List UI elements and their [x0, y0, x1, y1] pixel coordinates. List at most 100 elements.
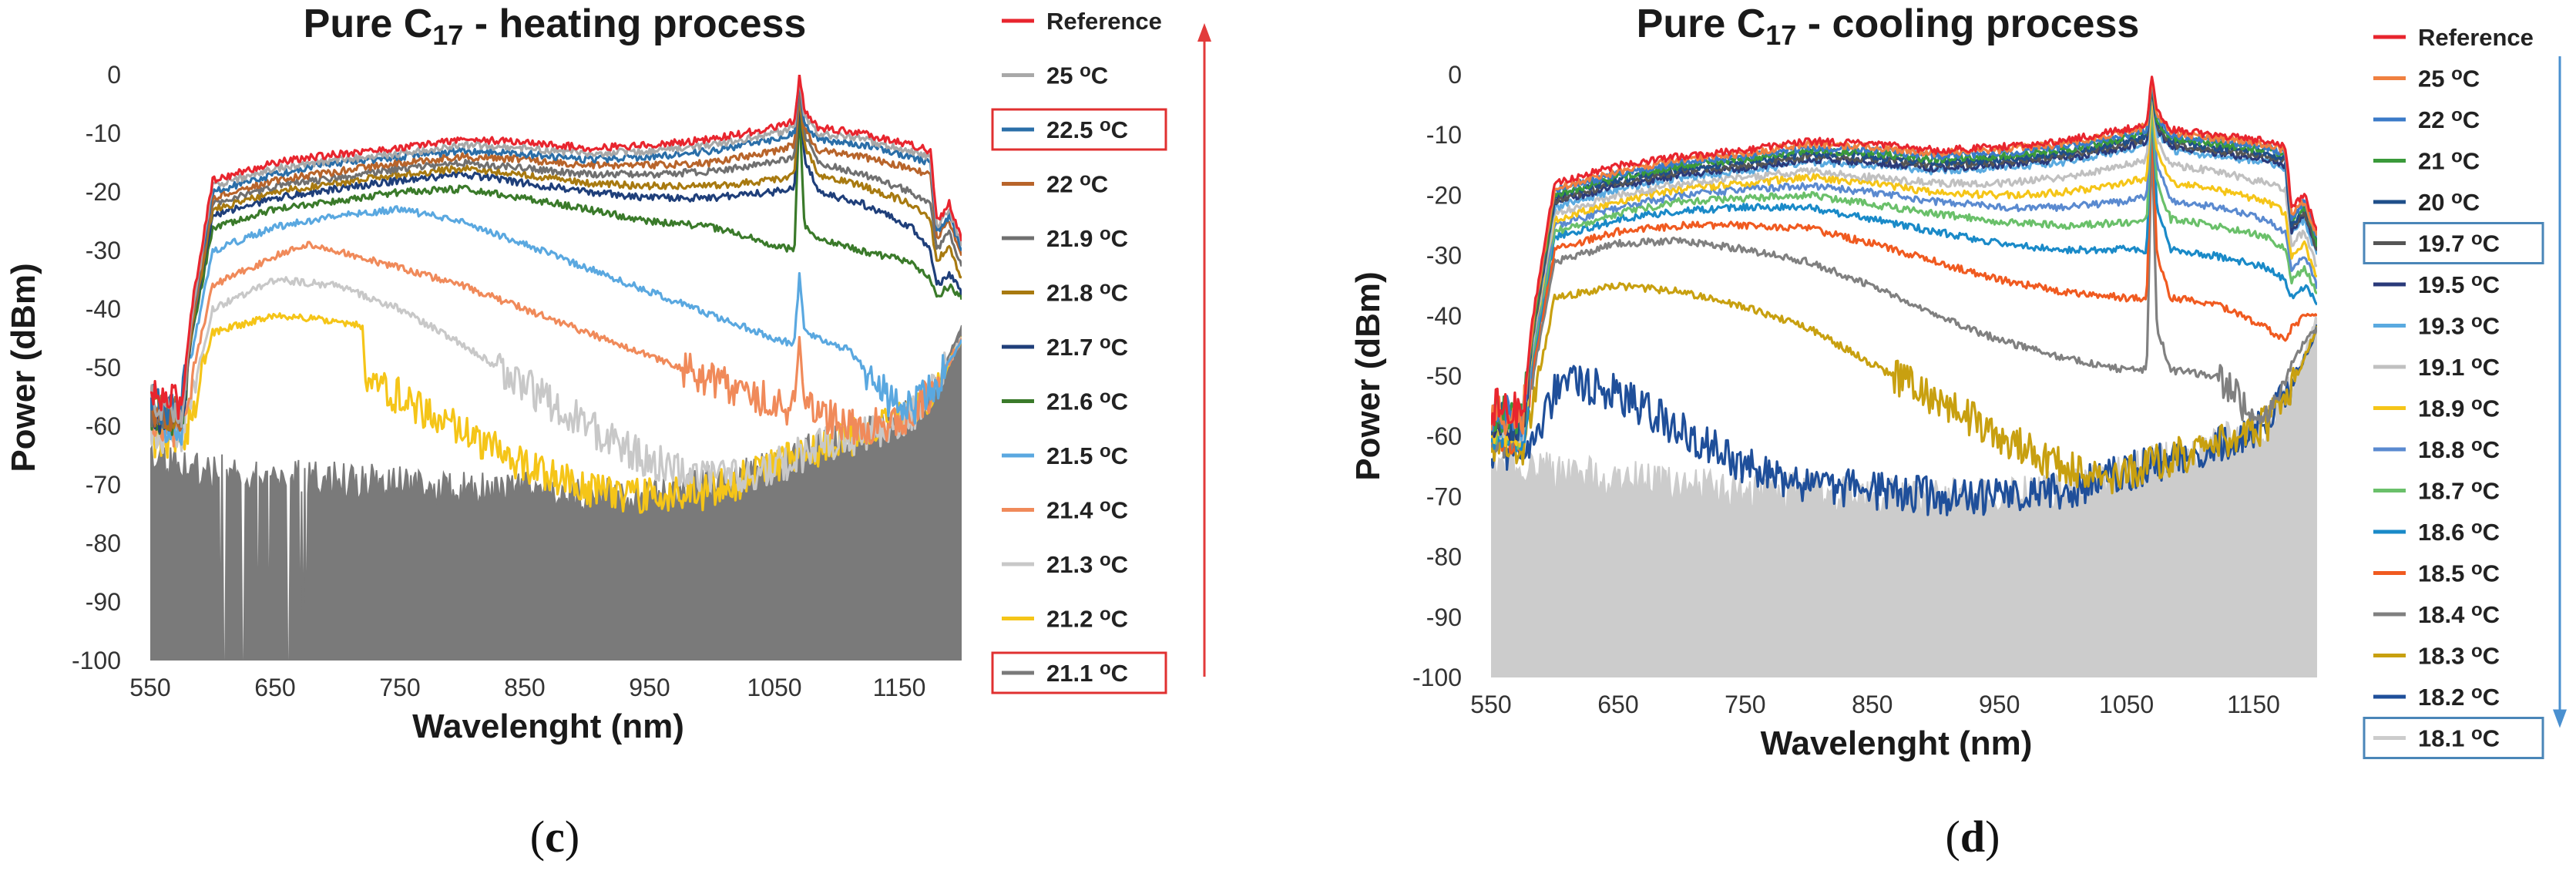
legend-item: 25 oC [1002, 61, 1108, 89]
panel-label: (c) [530, 812, 579, 862]
series-line-21.9 [150, 86, 962, 429]
series-line-21.5 [150, 205, 962, 446]
x-tick-label: 750 [1725, 691, 1765, 718]
legend-label: Reference [2418, 24, 2534, 51]
legend-label: 21 oC [2418, 146, 2480, 175]
y-tick-label: -80 [1426, 543, 1462, 571]
x-tick-label: 1050 [2099, 691, 2154, 718]
legend-label: 21.5 oC [1046, 441, 1128, 469]
series-line-21.8 [150, 92, 962, 432]
direction-arrow [1197, 23, 1211, 677]
legend-highlight-box [2363, 222, 2544, 264]
y-tick-label: -10 [1426, 121, 1462, 149]
series-line-21.4 [150, 240, 962, 448]
legend-item: 19.5 oC [2373, 270, 2500, 298]
legend-label: 22 oC [1046, 170, 1108, 198]
series-line-21.2 [150, 312, 962, 514]
legend-label: 21.8 oC [1046, 278, 1128, 307]
y-tick-label: 0 [1448, 61, 1462, 89]
legend-item: 18.8 oC [2373, 435, 2500, 463]
y-tick-label: -30 [1426, 242, 1462, 270]
legend-label: 18.8 oC [2418, 435, 2500, 463]
legend: Reference 25 oC 22 oC 21 oC 20 oC 19.7 oC 19.5… [2363, 24, 2544, 759]
legend-label: 20 oC [2418, 187, 2480, 216]
x-axis-label: Wavelenght (nm) [412, 708, 684, 745]
legend-label: 21.9 oC [1046, 224, 1128, 252]
legend-item: 19.1 oC [2373, 352, 2500, 381]
x-tick-label: 550 [1470, 691, 1511, 718]
x-tick-label: 550 [129, 674, 170, 701]
legend-item: 18.4 oC [2373, 600, 2500, 628]
legend-item: 18.9 oC [2373, 394, 2500, 422]
series-line-18.8 [1491, 92, 2317, 446]
legend-label: 19.5 oC [2418, 270, 2500, 298]
y-tick-label: -60 [1426, 422, 1462, 450]
series-line-18.5 [1491, 114, 2317, 455]
series-line-19.1 [1491, 87, 2317, 444]
series-line-18.7 [1491, 97, 2317, 450]
x-tick-label: 850 [504, 674, 545, 701]
legend-label: 21.6 oC [1046, 387, 1128, 415]
legend-item: 21.1 oC [991, 651, 1167, 694]
y-tick-label: -20 [86, 178, 121, 206]
series-line-22.5 [150, 82, 962, 425]
y-tick-label: -60 [86, 412, 121, 440]
legend-label: 18.6 oC [2418, 517, 2500, 546]
x-tick-label: 750 [379, 674, 420, 701]
chart-panel-c: Pure C17 - heating process 0 -10 -20 -30 -40 -… [5, 2, 1211, 862]
y-tick-label: -50 [1426, 362, 1462, 390]
legend-item: Reference [2373, 24, 2534, 51]
legend-item: 21.3 oC [1002, 550, 1128, 578]
legend-item: 19.7 oC [2363, 222, 2544, 264]
y-tick-label: -100 [1412, 664, 1462, 691]
legend-label: 19.1 oC [2418, 352, 2500, 381]
legend-item: 22 oC [1002, 170, 1108, 198]
title-main: Pure C [1637, 2, 1766, 46]
series-line-18.3 [1491, 281, 2317, 495]
legend-label: 22.5 oC [1046, 115, 1128, 143]
y-tick-label: -40 [1426, 302, 1462, 330]
legend-label: Reference [1046, 8, 1162, 35]
x-tick-label: 650 [1597, 691, 1638, 718]
legend-item: 18.5 oC [2373, 559, 2500, 587]
x-tick-label: 1050 [747, 674, 801, 701]
legend-item: 18.7 oC [2373, 476, 2500, 505]
y-tick-label: -10 [86, 119, 121, 147]
legend-item: 22.5 oC [991, 108, 1167, 151]
y-tick-label: -20 [1426, 181, 1462, 209]
series-line-Reference [150, 75, 962, 420]
x-tick-label: 1150 [873, 674, 926, 701]
chart-title: Pure C17 - heating process [304, 2, 807, 51]
panel-label: (d) [1946, 812, 2000, 862]
x-tick-label: 850 [1852, 691, 1893, 718]
series-line-19.7 [1491, 86, 2317, 436]
series-line-18.6 [1491, 103, 2317, 452]
legend-item: 25 oC [2373, 64, 2480, 92]
legend-item: 18.2 oC [2373, 682, 2500, 711]
legend-label: 18.4 oC [2418, 600, 2500, 628]
series-group [150, 75, 962, 661]
legend-label: 19.3 oC [2418, 311, 2500, 340]
legend-label: 25 oC [2418, 64, 2480, 92]
legend-item: 18.3 oC [2373, 641, 2500, 670]
legend-label: 21.2 oC [1046, 604, 1128, 633]
title-rest: - cooling process [1796, 2, 2139, 46]
legend-label: 18.1 oC [2418, 724, 2500, 752]
legend-highlight-box [991, 108, 1167, 151]
legend-item: 18.1 oC [2363, 717, 2544, 759]
legend-item: 18.6 oC [2373, 517, 2500, 546]
direction-arrow [2553, 56, 2567, 728]
title-main: Pure C [304, 2, 433, 46]
series-group [1491, 76, 2317, 677]
chart-panel-d: Pure C17 - cooling process 0 -10 -20 -30 -40 -… [1349, 2, 2567, 862]
legend-label: 21.7 oC [1046, 332, 1128, 361]
title-subscript: 17 [1765, 19, 1796, 51]
y-tick-label: -70 [1426, 482, 1462, 510]
legend-item: 22 oC [2373, 105, 2480, 133]
series-line-18.4 [1491, 132, 2317, 459]
x-tick-label: 650 [254, 674, 295, 701]
legend-item: 21.2 oC [1002, 604, 1128, 633]
series-line-25 [150, 82, 962, 429]
x-axis-label: Wavelenght (nm) [1761, 724, 2033, 762]
